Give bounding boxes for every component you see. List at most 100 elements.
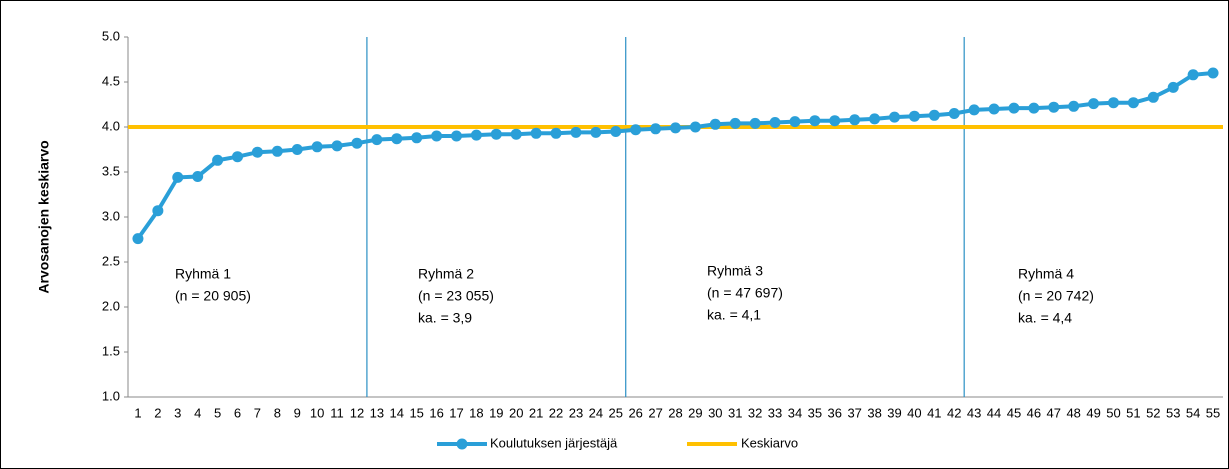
data-point bbox=[630, 124, 642, 136]
data-point bbox=[1108, 97, 1119, 109]
x-tick-label: 1 bbox=[134, 405, 141, 420]
data-point bbox=[232, 151, 243, 163]
y-tick-label: 3.0 bbox=[102, 208, 120, 223]
group-annotation: Ryhmä 4 bbox=[1018, 266, 1074, 282]
x-tick-label: 31 bbox=[728, 405, 742, 420]
data-point bbox=[769, 117, 781, 128]
legend-marker bbox=[456, 438, 468, 450]
x-tick-label: 14 bbox=[390, 405, 404, 420]
x-tick-label: 28 bbox=[668, 405, 682, 420]
group-annotation: ka. = 4,1 bbox=[707, 307, 761, 323]
y-axis-title: Arvosanojen keskiarvo bbox=[36, 140, 52, 293]
data-point bbox=[809, 115, 821, 127]
data-point bbox=[928, 109, 940, 121]
group-annotation: (n = 20 742) bbox=[1018, 288, 1094, 304]
group-annotation: (n = 20 905) bbox=[175, 288, 251, 304]
x-tick-label: 10 bbox=[310, 405, 324, 420]
y-tick-label: 5.0 bbox=[102, 28, 120, 43]
data-point bbox=[570, 126, 582, 138]
x-tick-label: 7 bbox=[254, 405, 261, 420]
data-point bbox=[212, 154, 224, 166]
group-annotation: (n = 47 697) bbox=[707, 285, 783, 301]
x-tick-label: 13 bbox=[370, 405, 384, 420]
y-tick-label: 1.0 bbox=[102, 388, 120, 403]
data-point bbox=[550, 127, 562, 139]
x-tick-label: 48 bbox=[1066, 405, 1080, 420]
group-annotation: ka. = 4,4 bbox=[1018, 310, 1072, 326]
x-tick-label: 52 bbox=[1146, 405, 1160, 420]
data-point bbox=[291, 144, 303, 155]
x-tick-label: 50 bbox=[1106, 405, 1120, 420]
x-tick-label: 3 bbox=[174, 405, 181, 420]
x-tick-label: 19 bbox=[489, 405, 503, 420]
data-point bbox=[530, 127, 542, 139]
x-tick-label: 32 bbox=[748, 405, 762, 420]
group-annotation: ka. = 3,9 bbox=[418, 310, 472, 326]
y-tick-label: 4.0 bbox=[102, 118, 120, 133]
group-annotation: (n = 23 055) bbox=[418, 288, 494, 304]
y-tick-label: 2.0 bbox=[102, 298, 120, 313]
x-tick-label: 53 bbox=[1166, 405, 1180, 420]
x-tick-label: 35 bbox=[808, 405, 822, 420]
data-point bbox=[192, 171, 204, 182]
data-point bbox=[1088, 98, 1100, 110]
data-point bbox=[172, 171, 184, 183]
x-tick-label: 34 bbox=[788, 405, 802, 420]
data-point bbox=[869, 113, 881, 125]
data-point bbox=[251, 146, 263, 158]
legend-label: Keskiarvo bbox=[741, 435, 798, 450]
data-point bbox=[650, 123, 662, 135]
data-point bbox=[729, 117, 741, 129]
y-tick-label: 4.5 bbox=[102, 73, 120, 88]
data-point bbox=[132, 233, 144, 245]
data-point bbox=[1207, 67, 1219, 79]
x-tick-label: 17 bbox=[449, 405, 463, 420]
data-point bbox=[1127, 97, 1139, 109]
x-tick-label: 16 bbox=[429, 405, 443, 420]
data-point bbox=[829, 115, 841, 127]
group-annotation: Ryhmä 3 bbox=[707, 263, 763, 279]
data-point bbox=[670, 122, 681, 134]
data-point bbox=[1048, 101, 1060, 113]
data-point bbox=[1147, 91, 1159, 103]
x-tick-label: 8 bbox=[274, 405, 281, 420]
y-tick-label: 1.5 bbox=[102, 343, 120, 358]
x-tick-label: 6 bbox=[234, 405, 241, 420]
x-tick-label: 9 bbox=[294, 405, 301, 420]
x-tick-label: 44 bbox=[987, 405, 1001, 420]
data-point bbox=[689, 121, 701, 133]
data-point bbox=[849, 114, 861, 126]
data-point bbox=[1008, 102, 1020, 114]
data-point bbox=[351, 137, 363, 149]
legend-label: Koulutuksen järjestäjä bbox=[490, 435, 618, 450]
x-tick-label: 45 bbox=[1007, 405, 1021, 420]
data-point bbox=[411, 132, 423, 144]
x-tick-label: 30 bbox=[708, 405, 722, 420]
x-tick-label: 24 bbox=[589, 405, 603, 420]
data-point bbox=[311, 141, 323, 153]
data-point bbox=[709, 118, 721, 130]
data-point bbox=[331, 140, 343, 152]
x-tick-label: 11 bbox=[330, 405, 344, 420]
data-point bbox=[490, 128, 502, 140]
x-tick-label: 51 bbox=[1126, 405, 1140, 420]
data-point bbox=[610, 126, 622, 137]
data-point bbox=[889, 111, 900, 123]
data-point bbox=[451, 130, 462, 142]
x-tick-label: 41 bbox=[927, 405, 941, 420]
data-point bbox=[988, 103, 1000, 115]
group-annotation: Ryhmä 1 bbox=[175, 266, 231, 282]
x-tick-label: 46 bbox=[1027, 405, 1041, 420]
data-point bbox=[431, 130, 443, 142]
group-annotation: Ryhmä 2 bbox=[418, 266, 474, 282]
data-point bbox=[391, 133, 403, 145]
x-tick-label: 43 bbox=[967, 405, 981, 420]
y-tick-label: 3.5 bbox=[102, 163, 120, 178]
x-tick-label: 22 bbox=[549, 405, 563, 420]
x-tick-label: 18 bbox=[469, 405, 483, 420]
data-point bbox=[271, 145, 283, 157]
data-point bbox=[1068, 100, 1080, 112]
data-point bbox=[470, 129, 482, 141]
x-tick-label: 33 bbox=[768, 405, 782, 420]
